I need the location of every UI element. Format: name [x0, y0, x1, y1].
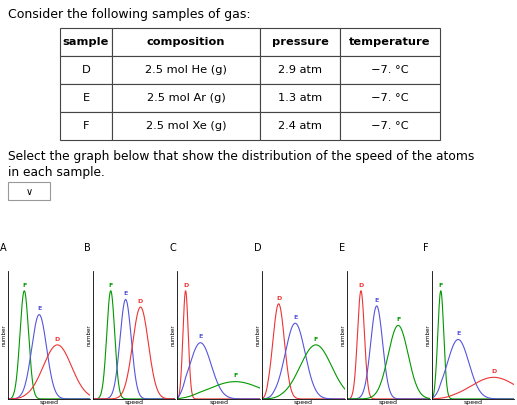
Text: 2.5 mol He (g): 2.5 mol He (g)	[145, 65, 227, 75]
Text: E: E	[456, 331, 460, 336]
Y-axis label: number: number	[171, 324, 176, 346]
Bar	[340, 56, 440, 84]
Text: ∨: ∨	[25, 187, 33, 197]
Text: D: D	[55, 337, 60, 342]
Text: D: D	[138, 299, 143, 304]
Text: F: F	[83, 121, 89, 131]
Text: E: E	[82, 93, 89, 103]
X-axis label: speed: speed	[294, 400, 313, 405]
Text: pressure: pressure	[271, 37, 328, 47]
Bar	[260, 112, 340, 140]
Text: A: A	[0, 243, 6, 253]
Text: 2.5 mol Ar (g): 2.5 mol Ar (g)	[147, 93, 225, 103]
Text: 2.9 atm: 2.9 atm	[278, 65, 322, 75]
Bar	[112, 112, 260, 140]
Text: −7. °C: −7. °C	[371, 121, 409, 131]
Text: E: E	[37, 306, 41, 311]
Text: C: C	[169, 243, 176, 253]
Text: F: F	[423, 243, 429, 253]
Text: E: E	[199, 335, 203, 339]
Text: D: D	[491, 369, 496, 374]
Text: in each sample.: in each sample.	[8, 166, 105, 179]
Bar	[260, 28, 340, 56]
Bar	[60, 28, 112, 56]
X-axis label: speed: speed	[379, 400, 398, 405]
Text: Select the graph below that show the distribution of the speed of the atoms: Select the graph below that show the dis…	[8, 150, 475, 163]
Bar	[60, 84, 112, 112]
Text: −7. °C: −7. °C	[371, 93, 409, 103]
Text: 1.3 atm: 1.3 atm	[278, 93, 322, 103]
Bar	[60, 112, 112, 140]
Text: F: F	[438, 283, 443, 288]
X-axis label: speed: speed	[209, 400, 228, 405]
Text: E: E	[124, 291, 128, 296]
Text: 2.4 atm: 2.4 atm	[278, 121, 322, 131]
X-axis label: speed: speed	[125, 400, 143, 405]
Text: F: F	[22, 283, 26, 288]
Text: D: D	[254, 243, 262, 253]
Bar	[112, 84, 260, 112]
Text: F: F	[396, 317, 400, 322]
Text: B: B	[84, 243, 91, 253]
Bar	[340, 112, 440, 140]
Text: D: D	[183, 283, 188, 288]
Bar	[8, 182, 50, 200]
Bar	[60, 56, 112, 84]
Text: Consider the following samples of gas:: Consider the following samples of gas:	[8, 8, 251, 21]
Bar	[340, 84, 440, 112]
Y-axis label: number: number	[86, 324, 91, 346]
Text: 2.5 mol Xe (g): 2.5 mol Xe (g)	[146, 121, 226, 131]
Text: F: F	[314, 337, 318, 342]
Text: −7. °C: −7. °C	[371, 65, 409, 75]
Text: E: E	[293, 315, 297, 320]
Text: E: E	[339, 243, 345, 253]
Text: D: D	[82, 65, 90, 75]
Bar	[340, 28, 440, 56]
Text: D: D	[276, 296, 281, 301]
Bar	[112, 56, 260, 84]
Text: F: F	[109, 283, 113, 288]
Y-axis label: number: number	[425, 324, 430, 346]
X-axis label: speed: speed	[464, 400, 482, 405]
Y-axis label: number: number	[2, 324, 6, 346]
Bar	[260, 56, 340, 84]
Bar	[260, 84, 340, 112]
Text: F: F	[233, 373, 237, 378]
Text: sample: sample	[63, 37, 109, 47]
Text: E: E	[374, 298, 379, 303]
Y-axis label: number: number	[341, 324, 345, 346]
Y-axis label: number: number	[256, 324, 261, 346]
X-axis label: speed: speed	[40, 400, 58, 405]
Text: composition: composition	[147, 37, 225, 47]
Text: D: D	[358, 283, 363, 288]
Bar	[112, 28, 260, 56]
Text: temperature: temperature	[349, 37, 431, 47]
